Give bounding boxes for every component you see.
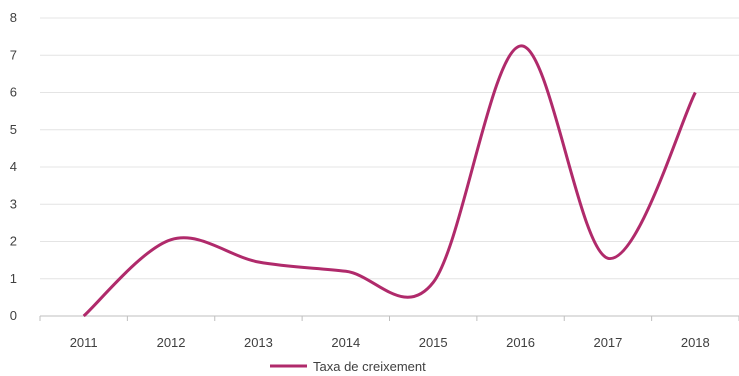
grid-lines (40, 17, 739, 280)
y-tick-label: 7 (10, 47, 17, 62)
x-tick-label: 2015 (419, 335, 448, 350)
y-axis-ticks: 0 1 2 3 4 5 6 7 8 (10, 10, 17, 323)
y-tick-label: 1 (10, 271, 17, 286)
x-tick-label: 2016 (506, 335, 535, 350)
legend: Taxa de creixement (270, 359, 426, 374)
y-tick-label: 6 (10, 85, 17, 100)
y-tick-label: 8 (10, 10, 17, 25)
y-tick-label: 0 (10, 308, 17, 323)
series-line (82, 44, 697, 318)
y-tick-label: 5 (10, 122, 17, 137)
x-tick-label: 2018 (681, 335, 710, 350)
y-tick-label: 4 (10, 159, 17, 174)
x-tick-label: 2014 (331, 335, 360, 350)
x-tick-label: 2017 (593, 335, 622, 350)
x-tick-label: 2011 (70, 335, 98, 350)
x-axis-ticks: 2011 2012 2013 2014 2015 2016 2017 2018 (39, 316, 739, 350)
legend-label: Taxa de creixement (313, 359, 426, 374)
x-tick-label: 2012 (157, 335, 186, 350)
y-tick-label: 2 (10, 234, 17, 249)
x-tick-label: 2013 (244, 335, 273, 350)
y-tick-label: 3 (10, 196, 17, 211)
